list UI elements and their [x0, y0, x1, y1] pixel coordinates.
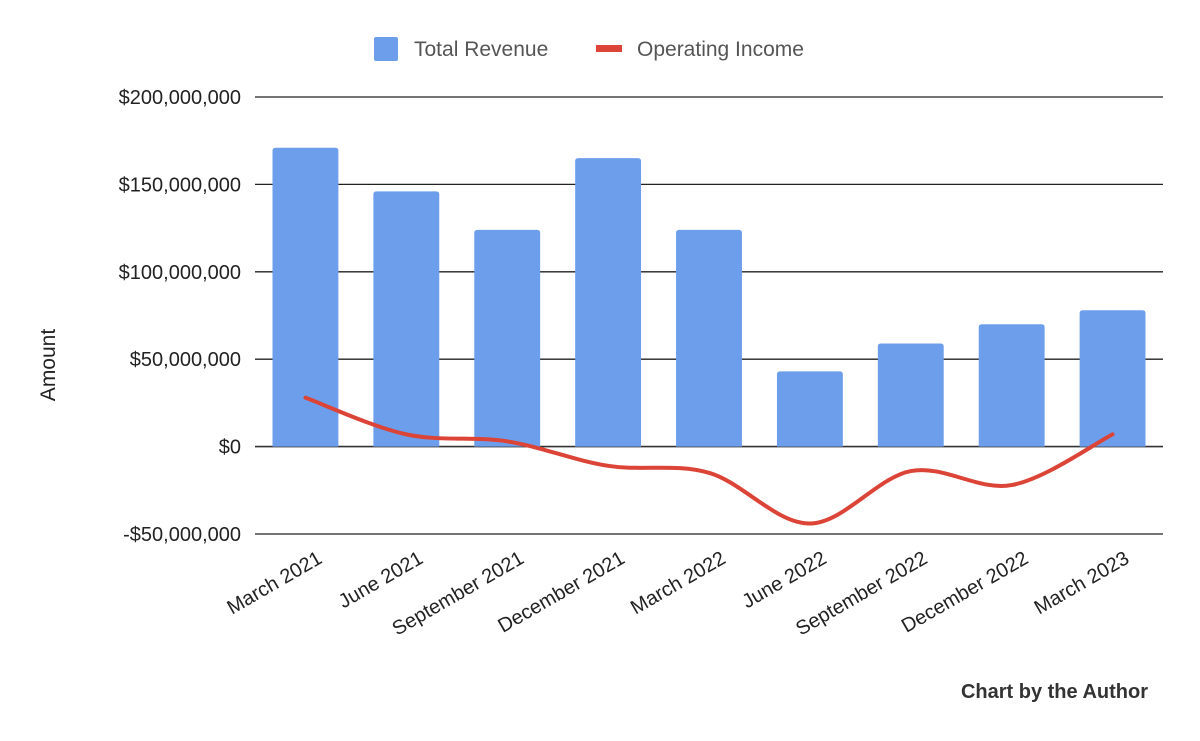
y-axis-title: Amount: [37, 329, 60, 402]
x-tick-label: June 2022: [738, 547, 830, 613]
chart-legend: Total Revenue Operating Income: [374, 37, 804, 61]
y-tick-label: $200,000,000: [119, 87, 241, 109]
x-tick-label: March 2022: [627, 547, 729, 619]
bar-total-revenue: [978, 324, 1045, 447]
bar-total-revenue: [272, 147, 339, 447]
bar-total-revenue: [776, 371, 843, 447]
bar-total-revenue: [373, 191, 440, 447]
chart-credit: Chart by the Author: [961, 681, 1148, 703]
bar-total-revenue: [474, 229, 541, 447]
y-axis-tick-labels: $200,000,000 $150,000,000 $100,000,000 $50,…: [119, 87, 241, 546]
legend-label-operating-income: Operating Income: [637, 38, 804, 61]
x-tick-label: June 2021: [335, 547, 427, 613]
x-tick-label: March 2021: [223, 547, 325, 619]
y-tick-label: -$50,000,000: [123, 524, 241, 546]
y-tick-label: $150,000,000: [119, 174, 241, 196]
x-tick-label: March 2023: [1031, 547, 1133, 619]
y-tick-label: $50,000,000: [130, 349, 241, 371]
legend-swatch-operating-income: [596, 45, 622, 52]
legend-label-total-revenue: Total Revenue: [414, 38, 548, 61]
bar-total-revenue: [575, 158, 642, 447]
bar-total-revenue: [1079, 310, 1146, 447]
y-tick-label: $100,000,000: [119, 262, 241, 284]
bars-total-revenue: [272, 147, 1146, 447]
y-tick-label: $0: [219, 437, 241, 459]
legend-swatch-total-revenue: [374, 37, 398, 61]
bar-total-revenue: [877, 343, 944, 447]
bar-total-revenue: [676, 229, 742, 447]
line-operating-income: [303, 395, 1115, 526]
